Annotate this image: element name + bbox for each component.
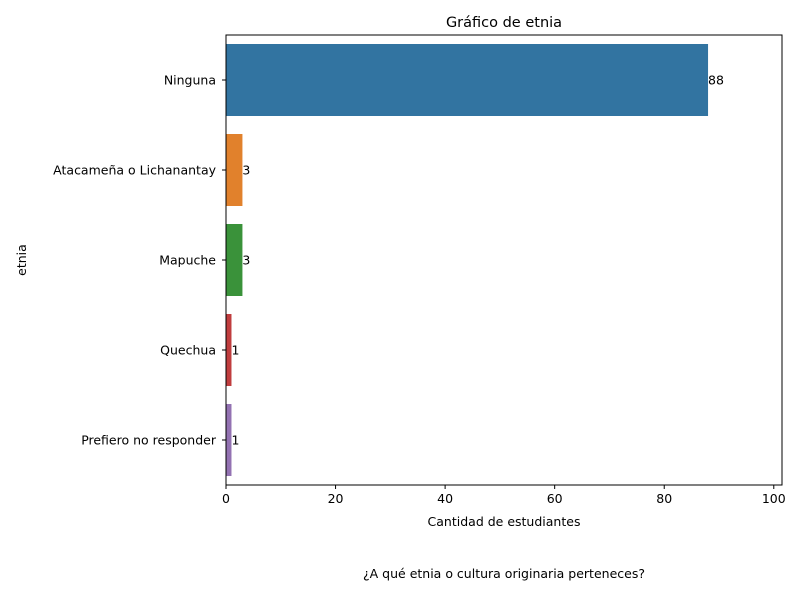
data-label: 3 <box>242 253 250 268</box>
data-label: 3 <box>242 163 250 178</box>
data-label: 1 <box>231 433 239 448</box>
y-category-labels: Ninguna Atacameña o Lichanantay Mapuche Que… <box>53 73 226 448</box>
y-tick-label: Prefiero no responder <box>81 433 217 448</box>
y-axis-label: etnia <box>14 244 29 276</box>
y-tick-label: Ninguna <box>164 73 216 88</box>
x-tick-label: 0 <box>222 491 230 506</box>
x-tick-label: 100 <box>762 491 786 506</box>
bar <box>226 224 243 296</box>
plot-frame <box>225 34 783 486</box>
bar <box>226 44 709 116</box>
x-ticks-layer: 0 20 40 60 80 100 <box>222 485 786 506</box>
chart-title: Gráfico de etnia <box>446 15 562 31</box>
y-tick-label: Quechua <box>160 343 216 358</box>
data-label: 1 <box>231 343 239 358</box>
data-labels-layer: 88 3 3 1 1 <box>231 73 724 448</box>
y-tick-label: Atacameña o Lichanantay <box>53 163 216 178</box>
x-tick-label: 20 <box>328 491 344 506</box>
bar <box>226 314 232 386</box>
x-axis-label: Cantidad de estudiantes <box>428 514 581 529</box>
data-label: 88 <box>708 73 724 88</box>
x-tick-label: 60 <box>547 491 563 506</box>
x-tick-label: 80 <box>656 491 672 506</box>
bars-layer <box>226 44 709 476</box>
x-tick-label: 40 <box>437 491 453 506</box>
bar <box>226 404 232 476</box>
figure-caption: ¿A qué etnia o cultura originaria perten… <box>363 566 645 581</box>
bar <box>226 134 243 206</box>
y-tick-label: Mapuche <box>159 253 216 268</box>
